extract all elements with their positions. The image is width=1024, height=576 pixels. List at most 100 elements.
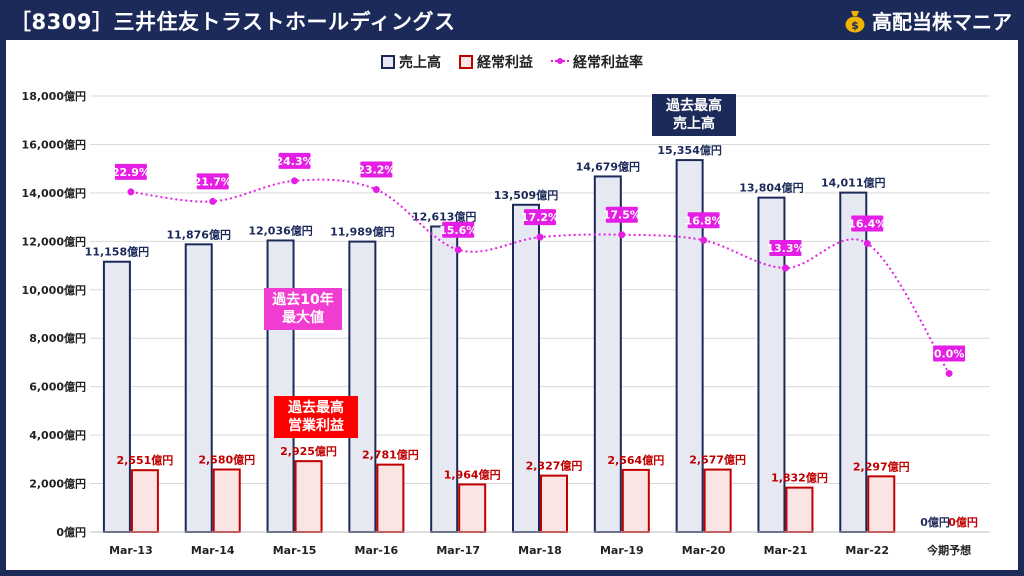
profit-bar — [540, 474, 568, 533]
chart-panel: 0億円 2,000億円 4,000億円 6,000億円 8,000億円 10,000億円 1… — [6, 40, 1018, 570]
profit-value-label: 2,297億円 — [853, 459, 910, 473]
x-tick-label: Mar-16 — [355, 544, 399, 557]
y-tick-label: 8,000億円 — [29, 331, 86, 345]
revenue-value-label: 11,158億円 — [85, 245, 149, 259]
margin-value-label: 16.4% — [848, 217, 886, 230]
revenue-value-label: 11,989億円 — [330, 225, 394, 239]
profit-value-label: 2,577億円 — [689, 453, 746, 467]
legend-swatch-profit — [459, 55, 473, 69]
y-tick-label: 10,000億円 — [22, 283, 86, 297]
x-tick-label: Mar-21 — [764, 544, 808, 557]
callout-profit-high: 過去最高 営業利益 — [274, 396, 358, 438]
margin-value-label: 17.5% — [603, 209, 641, 222]
svg-text:$: $ — [851, 19, 859, 32]
margin-point — [209, 197, 217, 205]
legend-item-margin: 経常利益率 — [551, 52, 643, 72]
margin-point — [863, 239, 871, 247]
profit-bar — [212, 468, 241, 533]
legend-label-margin: 経常利益率 — [573, 55, 643, 71]
margin-label-bg — [769, 240, 802, 257]
revenue-bar — [184, 243, 213, 533]
y-tick-label: 6,000億円 — [29, 380, 86, 394]
margin-value-label: 0.0% — [934, 347, 965, 360]
legend-item-revenue: 売上高 — [381, 52, 441, 72]
margin-label-bg — [687, 212, 720, 229]
profit-value-label: 0億円 — [948, 515, 978, 529]
money-bag-icon: $ — [845, 10, 865, 32]
margin-label-bg — [442, 221, 475, 238]
margin-point — [700, 236, 708, 244]
margin-value-label: 24.3% — [275, 155, 313, 168]
callout-revenue-high: 過去最高 売上高 — [652, 94, 736, 136]
margin-value-label: 17.2% — [521, 211, 559, 224]
margin-value-label: 21.7% — [194, 175, 232, 188]
brand-logo: $ 高配当株マニア — [844, 6, 1012, 35]
margin-point — [291, 177, 299, 185]
profit-bar — [294, 460, 323, 533]
profit-value-label: 2,781億円 — [362, 448, 419, 462]
callout-margin-high-line2: 最大値 — [282, 310, 324, 326]
profit-bar — [130, 469, 159, 533]
revenue-value-label: 14,679億円 — [576, 159, 640, 173]
revenue-value-label: 12,036億円 — [248, 223, 312, 237]
revenue-bar — [348, 240, 377, 533]
x-tick-label: Mar-13 — [109, 544, 153, 557]
margin-label-bg — [360, 161, 393, 178]
margin-value-label: 23.2% — [357, 164, 395, 177]
margin-value-label: 13.3% — [766, 242, 804, 255]
y-tick-label: 12,000億円 — [22, 234, 86, 248]
margin-point — [372, 186, 380, 194]
revenue-value-label: 12,613億円 — [412, 209, 476, 223]
x-tick-label: Mar-20 — [682, 544, 726, 557]
margin-point — [618, 231, 626, 239]
revenue-bar — [839, 191, 868, 534]
margin-value-label: 15.6% — [439, 224, 477, 237]
margin-line — [130, 178, 950, 374]
y-tick-label: 18,000億円 — [22, 89, 86, 103]
profit-value-label: 2,580億円 — [198, 453, 255, 467]
revenue-bar — [266, 239, 295, 533]
profit-value-label: 2,925億円 — [280, 444, 337, 458]
x-tick-label: Mar-18 — [518, 544, 562, 557]
revenue-value-label: 13,804億円 — [739, 181, 803, 195]
margin-point — [127, 188, 135, 196]
callout-revenue-high-line2: 売上高 — [673, 116, 715, 132]
page-title: ［8309］三井住友トラストホールディングス — [10, 10, 456, 34]
margin-value-label: 22.9% — [112, 166, 150, 179]
margin-label-bg — [114, 163, 147, 180]
profit-bar — [376, 463, 405, 533]
margin-label-bg — [196, 173, 229, 190]
revenue-value-label: 15,354億円 — [657, 143, 721, 157]
brand-name: 高配当株マニア — [872, 10, 1012, 34]
y-tick-label: 2,000億円 — [29, 477, 86, 491]
y-tick-label: 16,000億円 — [22, 137, 86, 151]
x-tick-label: Mar-15 — [273, 544, 317, 557]
revenue-bar — [512, 203, 540, 533]
callout-margin-high: 過去10年 最大値 — [264, 288, 342, 330]
profit-value-label: 1,832億円 — [771, 471, 828, 485]
margin-point — [454, 246, 462, 254]
margin-point — [945, 369, 953, 377]
profit-value-label: 2,564億円 — [607, 453, 664, 467]
callout-profit-high-line1: 過去最高 — [288, 400, 344, 416]
legend-label-profit: 経常利益 — [477, 55, 533, 71]
combo-chart: 0億円 2,000億円 4,000億円 6,000億円 8,000億円 10,000億円 1… — [22, 89, 990, 557]
margin-value-label: 16.8% — [685, 214, 723, 227]
legend-swatch-margin — [551, 58, 569, 64]
revenue-value-label: 11,876億円 — [167, 227, 231, 241]
x-tick-label: Mar-17 — [436, 544, 480, 557]
y-tick-label: 4,000億円 — [29, 428, 86, 442]
x-tick-label: Mar-19 — [600, 544, 644, 557]
revenue-value-label: 14,011億円 — [821, 176, 885, 190]
margin-label-bg — [524, 209, 556, 226]
margin-label-bg — [278, 152, 311, 169]
margin-point — [536, 233, 544, 241]
revenue-bar — [102, 260, 131, 533]
x-tick-label: Mar-22 — [845, 544, 889, 557]
y-tick-label: 0億円 — [56, 525, 86, 539]
revenue-bar — [593, 175, 622, 534]
revenue-bar — [430, 225, 459, 533]
margin-point — [781, 264, 789, 272]
x-tick-label: Mar-14 — [191, 544, 235, 557]
profit-bar — [703, 468, 732, 534]
